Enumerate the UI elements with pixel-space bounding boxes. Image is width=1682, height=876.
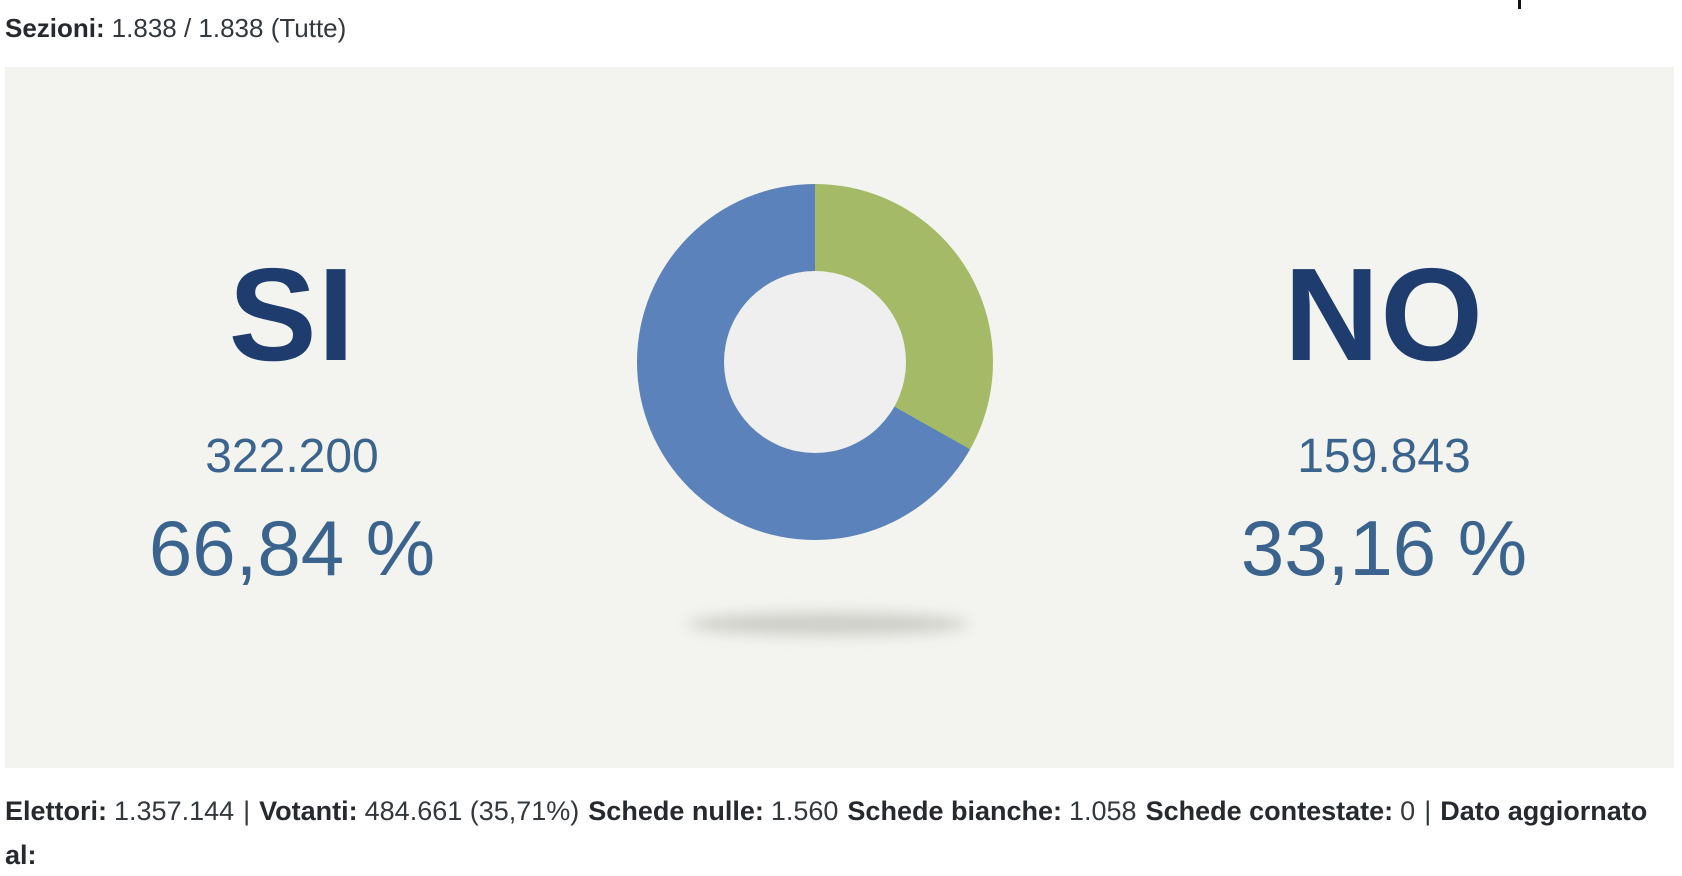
footer-electors: Elettori: 1.357.144 [5, 796, 234, 826]
si-votes: 322.200 [205, 429, 379, 483]
result-column-si: SI 322.200 66,84 % [102, 67, 482, 768]
footer-voters: Votanti: 484.661 (35,71%) [259, 796, 579, 826]
donut-chart [637, 184, 993, 540]
updated-label: Dato aggiornato al: [5, 796, 1648, 870]
electors-label: Elettori: [5, 796, 108, 826]
donut-shadow [688, 613, 968, 635]
sections-counter: Sezioni: 1.838 / 1.838 (Tutte) [5, 13, 346, 44]
no-votes: 159.843 [1297, 429, 1471, 483]
blank-ballots-label: Schede bianche: [847, 796, 1062, 826]
contested-ballots-label: Schede contestate: [1145, 796, 1394, 826]
si-percent: 66,84 % [148, 503, 436, 592]
donut-hole [724, 271, 906, 453]
results-panel: SI 322.200 66,84 % NO 159.843 33,16 % [5, 67, 1674, 768]
null-ballots-value: 1.560 [770, 796, 839, 826]
sections-value: 1.838 / 1.838 (Tutte) [111, 13, 347, 43]
blank-ballots-value: 1.058 [1069, 796, 1137, 826]
result-column-no: NO 159.843 33,16 % [1189, 67, 1579, 768]
footer-contested-ballots: Schede contestate: 0 [1146, 796, 1416, 826]
separator: | [243, 796, 251, 826]
voters-label: Votanti: [259, 796, 358, 826]
footer-null-ballots: Schede nulle: 1.560 [588, 796, 838, 826]
si-label: SI [228, 240, 356, 388]
null-ballots-label: Schede nulle: [588, 796, 764, 826]
footer-updated-label: Dato aggiornato al: [5, 796, 1647, 870]
no-label: NO [1284, 240, 1484, 388]
footer-blank-ballots: Schede bianche: 1.058 [847, 796, 1136, 826]
electors-value: 1.357.144 [114, 796, 235, 826]
no-percent: 33,16 % [1240, 503, 1528, 592]
voters-value: 484.661 (35,71%) [364, 796, 580, 826]
top-edge-tick [1518, 0, 1521, 9]
separator: | [1424, 796, 1432, 826]
contested-ballots-value: 0 [1400, 796, 1416, 826]
sections-label: Sezioni: [5, 13, 105, 43]
summary-footer: Elettori: 1.357.144 | Votanti: 484.661 (35,7… [5, 789, 1665, 876]
